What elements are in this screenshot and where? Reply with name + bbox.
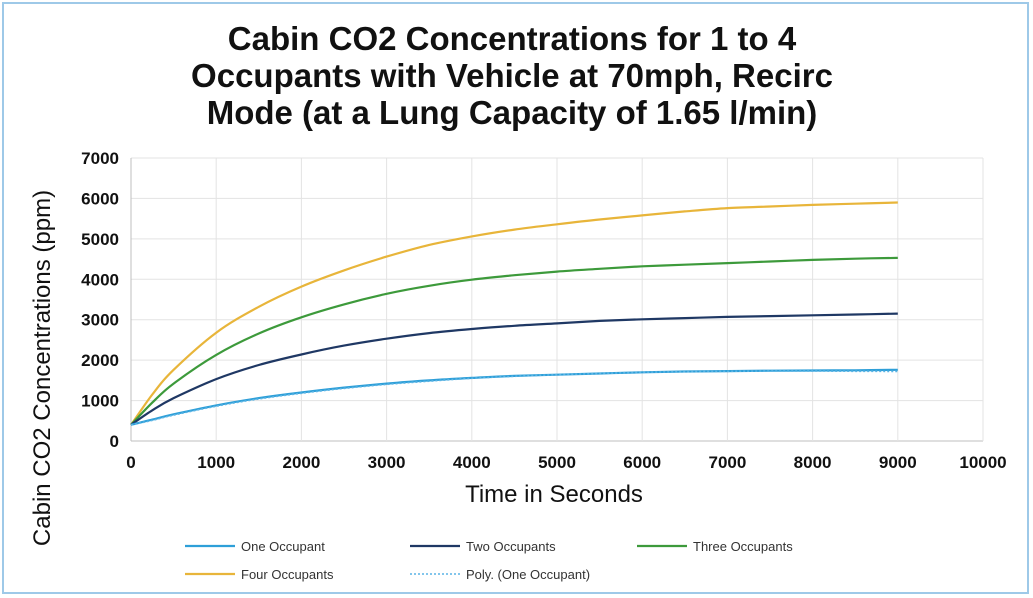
chart-title-line-2: Occupants with Vehicle at 70mph, Recirc: [191, 57, 833, 94]
y-tick-label: 7000: [81, 149, 119, 168]
y-tick-label: 1000: [81, 392, 119, 411]
x-tick-label: 5000: [538, 453, 576, 472]
y-tick-label: 4000: [81, 270, 119, 289]
legend-label-poly-one-occupant: Poly. (One Occupant): [466, 567, 590, 582]
legend-label-four-occupants: Four Occupants: [241, 567, 334, 582]
chart-title-line-3: Mode (at a Lung Capacity of 1.65 l/min): [207, 94, 818, 131]
y-axis-title: Cabin CO2 Concentrations (ppm): [29, 190, 56, 546]
x-tick-label: 10000: [959, 453, 1006, 472]
y-tick-label: 5000: [81, 230, 119, 249]
x-tick-label: 0: [126, 453, 135, 472]
x-tick-label: 8000: [794, 453, 832, 472]
grid: [130, 157, 984, 442]
legend-label-one-occupant: One Occupant: [241, 539, 325, 554]
x-tick-label: 7000: [708, 453, 746, 472]
y-tick-label: 6000: [81, 189, 119, 208]
x-tick-label: 2000: [282, 453, 320, 472]
series-line-four-occupants: [130, 201, 898, 426]
chart-title: Cabin CO2 Concentrations for 1 to 4 Occu…: [191, 20, 833, 131]
series-line-three-occupants: [130, 256, 898, 426]
series-lines: [130, 201, 898, 426]
series-line-one-occupant: [130, 368, 898, 426]
x-tick-label: 3000: [368, 453, 406, 472]
legend-label-two-occupants: Two Occupants: [466, 539, 556, 554]
series-line-two-occupants: [130, 312, 898, 426]
x-tick-label: 6000: [623, 453, 661, 472]
x-axis-title: Time in Seconds: [465, 481, 643, 508]
y-tick-label: 2000: [81, 351, 119, 370]
axis-ticks: 0 1000 2000 3000 4000 5000 6000 7000 0 1000 2000 30…: [81, 149, 1006, 472]
y-tick-label: 0: [110, 432, 119, 451]
chart-title-line-1: Cabin CO2 Concentrations for 1 to 4: [228, 20, 797, 57]
x-tick-label: 9000: [879, 453, 917, 472]
x-tick-label: 1000: [197, 453, 235, 472]
series-line-poly-one-occupant: [130, 370, 898, 426]
legend: One Occupant Two Occupants Three Occupants…: [185, 539, 793, 582]
y-tick-label: 3000: [81, 311, 119, 330]
legend-label-three-occupants: Three Occupants: [693, 539, 793, 554]
x-tick-label: 4000: [453, 453, 491, 472]
